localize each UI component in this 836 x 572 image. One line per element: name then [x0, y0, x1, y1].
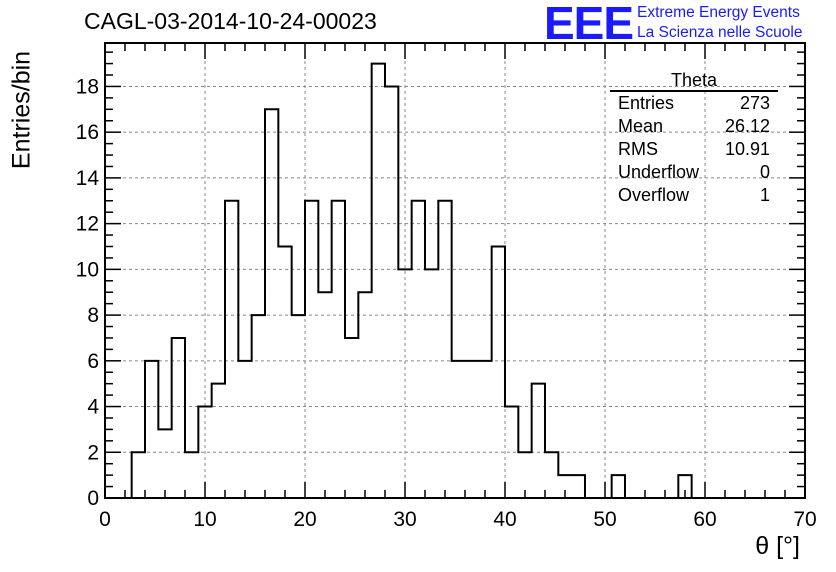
- stats-label: RMS: [618, 139, 658, 159]
- histogram-bin: [452, 361, 465, 498]
- histogram-bin: [172, 338, 185, 498]
- histogram-bin: [438, 201, 451, 498]
- y-tick-label: 16: [76, 121, 99, 144]
- y-tick-label: 2: [87, 441, 99, 464]
- stats-row-rms: RMS 10.91: [610, 138, 778, 161]
- histogram-bin: [332, 201, 345, 498]
- histogram-bin: [292, 315, 305, 498]
- logo-line-2: La Scienza nelle Scuole: [637, 24, 803, 41]
- y-tick-label: 18: [76, 75, 99, 98]
- histogram-bin: [278, 246, 291, 498]
- axis-ticks: [104, 43, 806, 499]
- x-tick-label: 30: [393, 508, 416, 531]
- histogram-bin: [358, 292, 371, 498]
- stats-label: Underflow: [618, 162, 700, 182]
- stats-row-underflow: Underflow 0: [610, 161, 778, 184]
- y-tick-label: 12: [76, 213, 99, 236]
- stats-row-mean: Mean 26.12: [610, 115, 778, 138]
- histogram-bin: [238, 361, 251, 498]
- histogram-bin: [425, 269, 438, 498]
- stats-label: Mean: [618, 116, 664, 136]
- histogram-bin: [145, 361, 158, 498]
- stats-value: 0: [759, 162, 770, 182]
- plot-frame: [104, 42, 806, 499]
- histogram-bin: [305, 201, 318, 498]
- stats-row-overflow: Overflow 1: [610, 184, 778, 207]
- histogram-bin: [465, 361, 478, 498]
- stats-title: Theta: [610, 70, 778, 92]
- x-tick-label: 20: [293, 508, 316, 531]
- histogram-bin: [398, 269, 411, 498]
- grid-layer: [105, 43, 805, 498]
- y-tick-label: 14: [76, 167, 100, 190]
- histogram-bin: [265, 109, 278, 498]
- eee-logo-mark: EEE: [544, 0, 634, 49]
- histogram-bin: [532, 384, 545, 498]
- y-tick-label: 6: [87, 350, 99, 373]
- chart-title: CAGL-03-2014-10-24-00023: [84, 8, 377, 34]
- histogram-bin: [185, 452, 198, 498]
- stats-row-entries: Entries 273: [610, 92, 778, 115]
- x-tick-label: 10: [193, 508, 216, 531]
- logo-line-1: Extreme Energy Events: [637, 4, 800, 21]
- histogram-bin: [385, 86, 398, 498]
- y-tick-label: 8: [87, 304, 99, 327]
- x-axis-label: θ [°]: [755, 532, 800, 560]
- x-tick-label: 0: [99, 508, 111, 531]
- histogram-bin: [412, 201, 425, 498]
- histogram-bin: [158, 429, 171, 498]
- x-tick-label: 50: [593, 508, 616, 531]
- eee-logo: EEE Extreme Energy Events La Scienza nel…: [540, 0, 834, 49]
- histogram-bin: [318, 292, 331, 498]
- stats-value: 10.91: [724, 139, 770, 159]
- histogram-bin: [372, 64, 385, 498]
- histogram-bin: [612, 475, 625, 498]
- stats-box: Theta Entries 273 Mean 26.12 RMS 10.91 U…: [610, 70, 778, 207]
- histogram-bin: [492, 246, 505, 498]
- histogram-bin: [252, 315, 265, 498]
- y-tick-label: 10: [76, 258, 99, 281]
- y-tick-label: 0: [87, 487, 99, 510]
- histogram-bin: [572, 475, 585, 498]
- histogram-bin: [478, 361, 491, 498]
- y-tick-label: 4: [87, 396, 99, 419]
- histogram-bin: [545, 452, 558, 498]
- x-tick-label: 40: [493, 508, 516, 531]
- x-tick-label: 70: [793, 508, 816, 531]
- histogram-bin: [225, 201, 238, 498]
- histogram-bin: [132, 452, 145, 498]
- x-tick-label: 60: [693, 508, 716, 531]
- stats-value: 273: [739, 93, 770, 113]
- stats-label: Entries: [618, 93, 675, 113]
- histogram-bin: [212, 384, 225, 498]
- stats-value: 1: [759, 185, 770, 205]
- histogram-bin: [345, 338, 358, 498]
- stats-label: Overflow: [618, 185, 690, 205]
- histogram-bin: [505, 407, 518, 498]
- stats-value: 26.12: [724, 116, 770, 136]
